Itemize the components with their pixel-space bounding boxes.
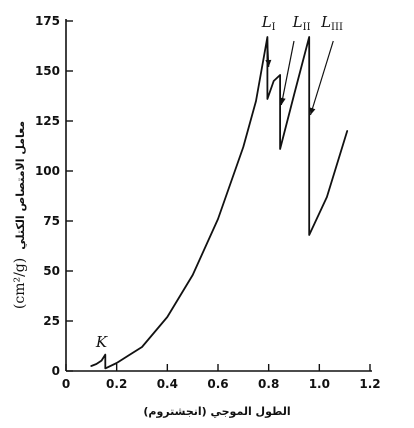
y-tick-label: 175 — [35, 14, 60, 28]
edge-arrowhead — [265, 59, 272, 67]
y-tick-label: 125 — [35, 114, 60, 128]
edge-arrowhead — [309, 107, 316, 115]
edge-annotations: K LI LII LIII — [95, 13, 343, 351]
y-axis-label: (cm²/g) معامل الامتصاص الكتلي — [11, 121, 28, 309]
edge-label: K — [95, 333, 108, 351]
x-tick-label: 0 — [62, 377, 70, 391]
svg-text:(cm²/g) معامل الامتصاص ا: (cm²/g) معامل الامتصاص الكتلي — [11, 121, 28, 309]
y-axis-unit: (cm²/g) — [12, 258, 28, 309]
x-tick-label: 0.6 — [207, 377, 228, 391]
x-tick-label: 0.2 — [106, 377, 127, 391]
y-tick-label: 25 — [43, 314, 60, 328]
x-tick-label: 1.0 — [309, 377, 330, 391]
edge-label: LIII — [320, 13, 343, 33]
x-tick-label: 0.8 — [258, 377, 279, 391]
edge-leader-line — [309, 40, 334, 116]
x-tick-label: 0.4 — [157, 377, 178, 391]
y-tick-label: 0 — [52, 364, 60, 378]
edge-leader-line — [280, 40, 295, 106]
y-tick-label: 100 — [35, 164, 60, 178]
y-tick-label: 75 — [43, 214, 60, 228]
y-tick-label: 150 — [35, 64, 60, 78]
y-axis-title: معامل الامتصاص الكتلي — [14, 121, 27, 250]
y-ticks: 0 25 50 75 100 125 150 175 — [35, 14, 73, 378]
edge-label: LII — [292, 13, 311, 33]
y-tick-label: 50 — [43, 264, 60, 278]
edge-label: LI — [261, 13, 276, 33]
absorption-curve — [90, 36, 349, 370]
x-axis-label: الطول الموجي (انجشتروم) — [143, 405, 290, 418]
curve-line — [90, 36, 349, 370]
x-ticks: 0 0.2 0.4 0.6 0.8 1.0 1.2 — [62, 364, 381, 391]
edge-arrowhead — [279, 97, 286, 105]
x-tick-label: 1.2 — [359, 377, 380, 391]
